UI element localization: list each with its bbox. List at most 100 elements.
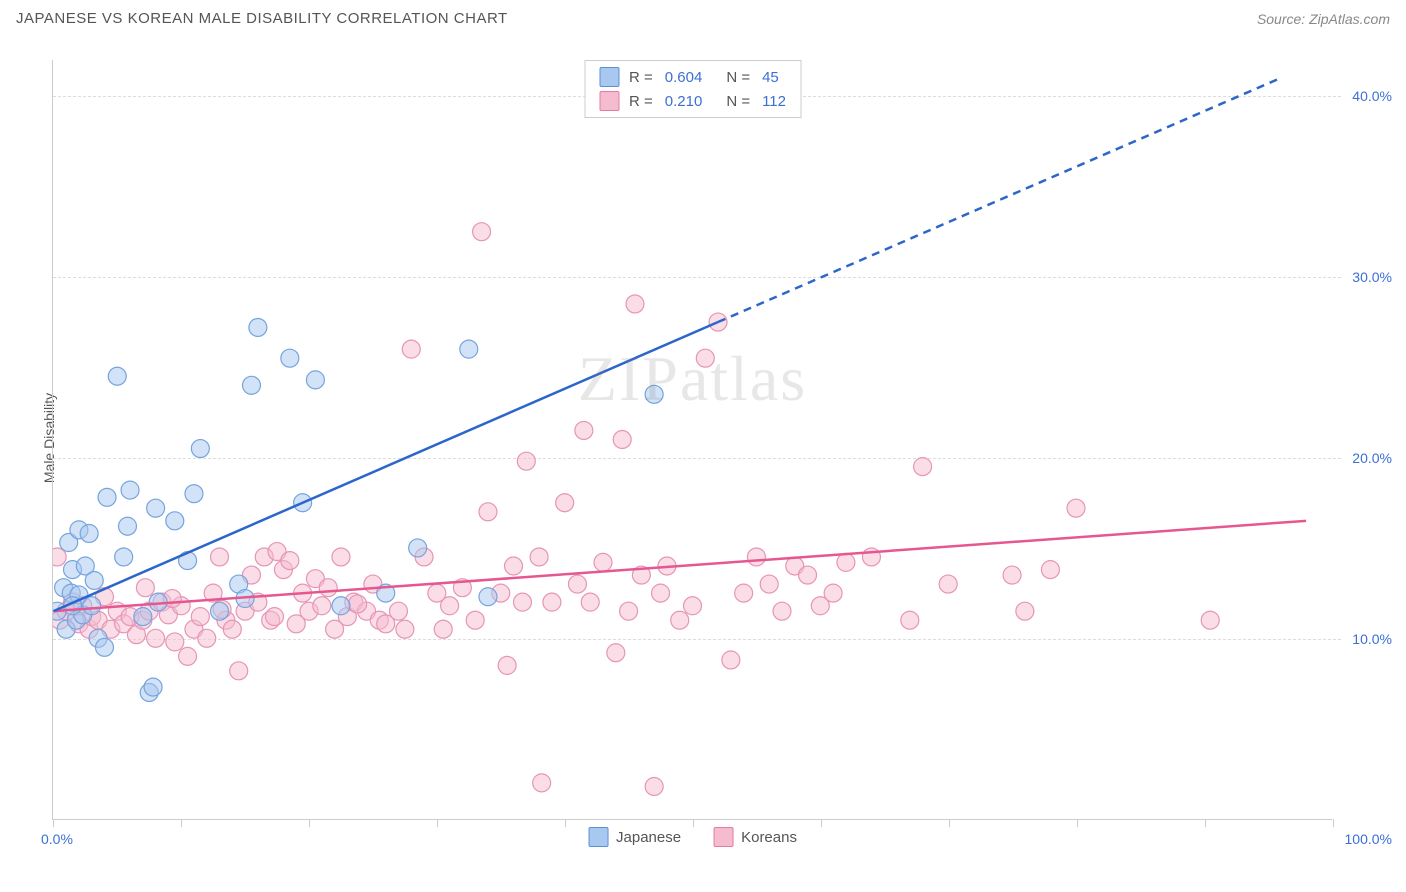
x-tick [565, 819, 566, 827]
data-point-korean [473, 223, 491, 241]
data-point-japanese [306, 371, 324, 389]
trendline-japanese [53, 322, 718, 611]
data-point-korean [349, 595, 367, 613]
legend-row-koreans: R = 0.210 N = 112 [599, 89, 786, 113]
scatter-plot [53, 60, 1332, 819]
data-point-korean [824, 584, 842, 602]
data-point-korean [136, 579, 154, 597]
x-axis-min-label: 0.0% [41, 831, 73, 847]
r-value: 0.604 [665, 69, 703, 86]
x-tick [1077, 819, 1078, 827]
x-tick [949, 819, 950, 827]
legend-label: Japanese [616, 829, 681, 846]
series-legend: Japanese Koreans [588, 827, 797, 847]
correlation-legend: R = 0.604 N = 45 R = 0.210 N = 112 [584, 60, 801, 118]
data-point-korean [402, 340, 420, 358]
data-point-korean [517, 452, 535, 470]
plot-area: ZIPatlas 10.0%20.0%30.0%40.0% 0.0% 100.0… [52, 60, 1332, 820]
data-point-korean [575, 421, 593, 439]
data-point-korean [166, 633, 184, 651]
data-point-japanese [147, 499, 165, 517]
data-point-korean [799, 566, 817, 584]
data-point-korean [901, 611, 919, 629]
data-point-japanese [645, 385, 663, 403]
data-point-korean [266, 608, 284, 626]
r-label: R = [629, 93, 653, 110]
legend-swatch-japanese [599, 67, 619, 87]
n-value: 112 [762, 93, 786, 110]
data-point-korean [147, 629, 165, 647]
data-point-korean [211, 548, 229, 566]
chart-header: JAPANESE VS KOREAN MALE DISABILITY CORRE… [0, 0, 1406, 33]
data-point-korean [543, 593, 561, 611]
data-point-korean [441, 597, 459, 615]
data-point-korean [396, 620, 414, 638]
data-point-japanese [460, 340, 478, 358]
data-point-japanese [249, 318, 267, 336]
y-tick-label: 40.0% [1352, 88, 1392, 104]
data-point-korean [607, 644, 625, 662]
data-point-korean [696, 349, 714, 367]
legend-item-japanese: Japanese [588, 827, 681, 847]
legend-swatch-icon [588, 827, 608, 847]
data-point-japanese [409, 539, 427, 557]
data-point-korean [530, 548, 548, 566]
x-tick [181, 819, 182, 827]
legend-item-koreans: Koreans [713, 827, 797, 847]
data-point-korean [505, 557, 523, 575]
data-point-korean [198, 629, 216, 647]
trendline-korean [53, 521, 1306, 611]
data-point-korean [498, 656, 516, 674]
legend-row-japanese: R = 0.604 N = 45 [599, 65, 786, 89]
data-point-korean [760, 575, 778, 593]
data-point-korean [594, 553, 612, 571]
chart-container: Male Disability ZIPatlas 10.0%20.0%30.0%… [52, 48, 1392, 828]
data-point-korean [735, 584, 753, 602]
data-point-korean [179, 647, 197, 665]
n-label: N = [726, 69, 750, 86]
data-point-korean [1201, 611, 1219, 629]
data-point-korean [671, 611, 689, 629]
data-point-japanese [191, 440, 209, 458]
data-point-japanese [83, 597, 101, 615]
n-value: 45 [762, 69, 779, 86]
data-point-japanese [479, 588, 497, 606]
data-point-korean [939, 575, 957, 593]
data-point-japanese [166, 512, 184, 530]
legend-swatch-icon [713, 827, 733, 847]
data-point-japanese [281, 349, 299, 367]
data-point-korean [568, 575, 586, 593]
data-point-korean [191, 608, 209, 626]
data-point-korean [620, 602, 638, 620]
data-point-korean [645, 777, 663, 795]
data-point-japanese [185, 485, 203, 503]
data-point-korean [581, 593, 599, 611]
data-point-korean [319, 579, 337, 597]
data-point-japanese [332, 597, 350, 615]
x-tick [693, 819, 694, 827]
legend-label: Koreans [741, 829, 797, 846]
data-point-japanese [144, 678, 162, 696]
data-point-korean [626, 295, 644, 313]
legend-swatch-koreans [599, 91, 619, 111]
x-tick [53, 819, 54, 827]
data-point-korean [466, 611, 484, 629]
data-point-korean [313, 597, 331, 615]
x-tick [437, 819, 438, 827]
data-point-korean [837, 553, 855, 571]
data-point-japanese [118, 517, 136, 535]
data-point-japanese [80, 524, 98, 542]
data-point-korean [773, 602, 791, 620]
data-point-korean [332, 548, 350, 566]
x-axis-max-label: 100.0% [1345, 831, 1392, 847]
data-point-korean [1041, 561, 1059, 579]
data-point-korean [722, 651, 740, 669]
r-label: R = [629, 69, 653, 86]
n-label: N = [726, 93, 750, 110]
data-point-korean [281, 552, 299, 570]
data-point-korean [1067, 499, 1085, 517]
data-point-korean [1016, 602, 1034, 620]
data-point-korean [684, 597, 702, 615]
data-point-korean [434, 620, 452, 638]
data-point-korean [533, 774, 551, 792]
